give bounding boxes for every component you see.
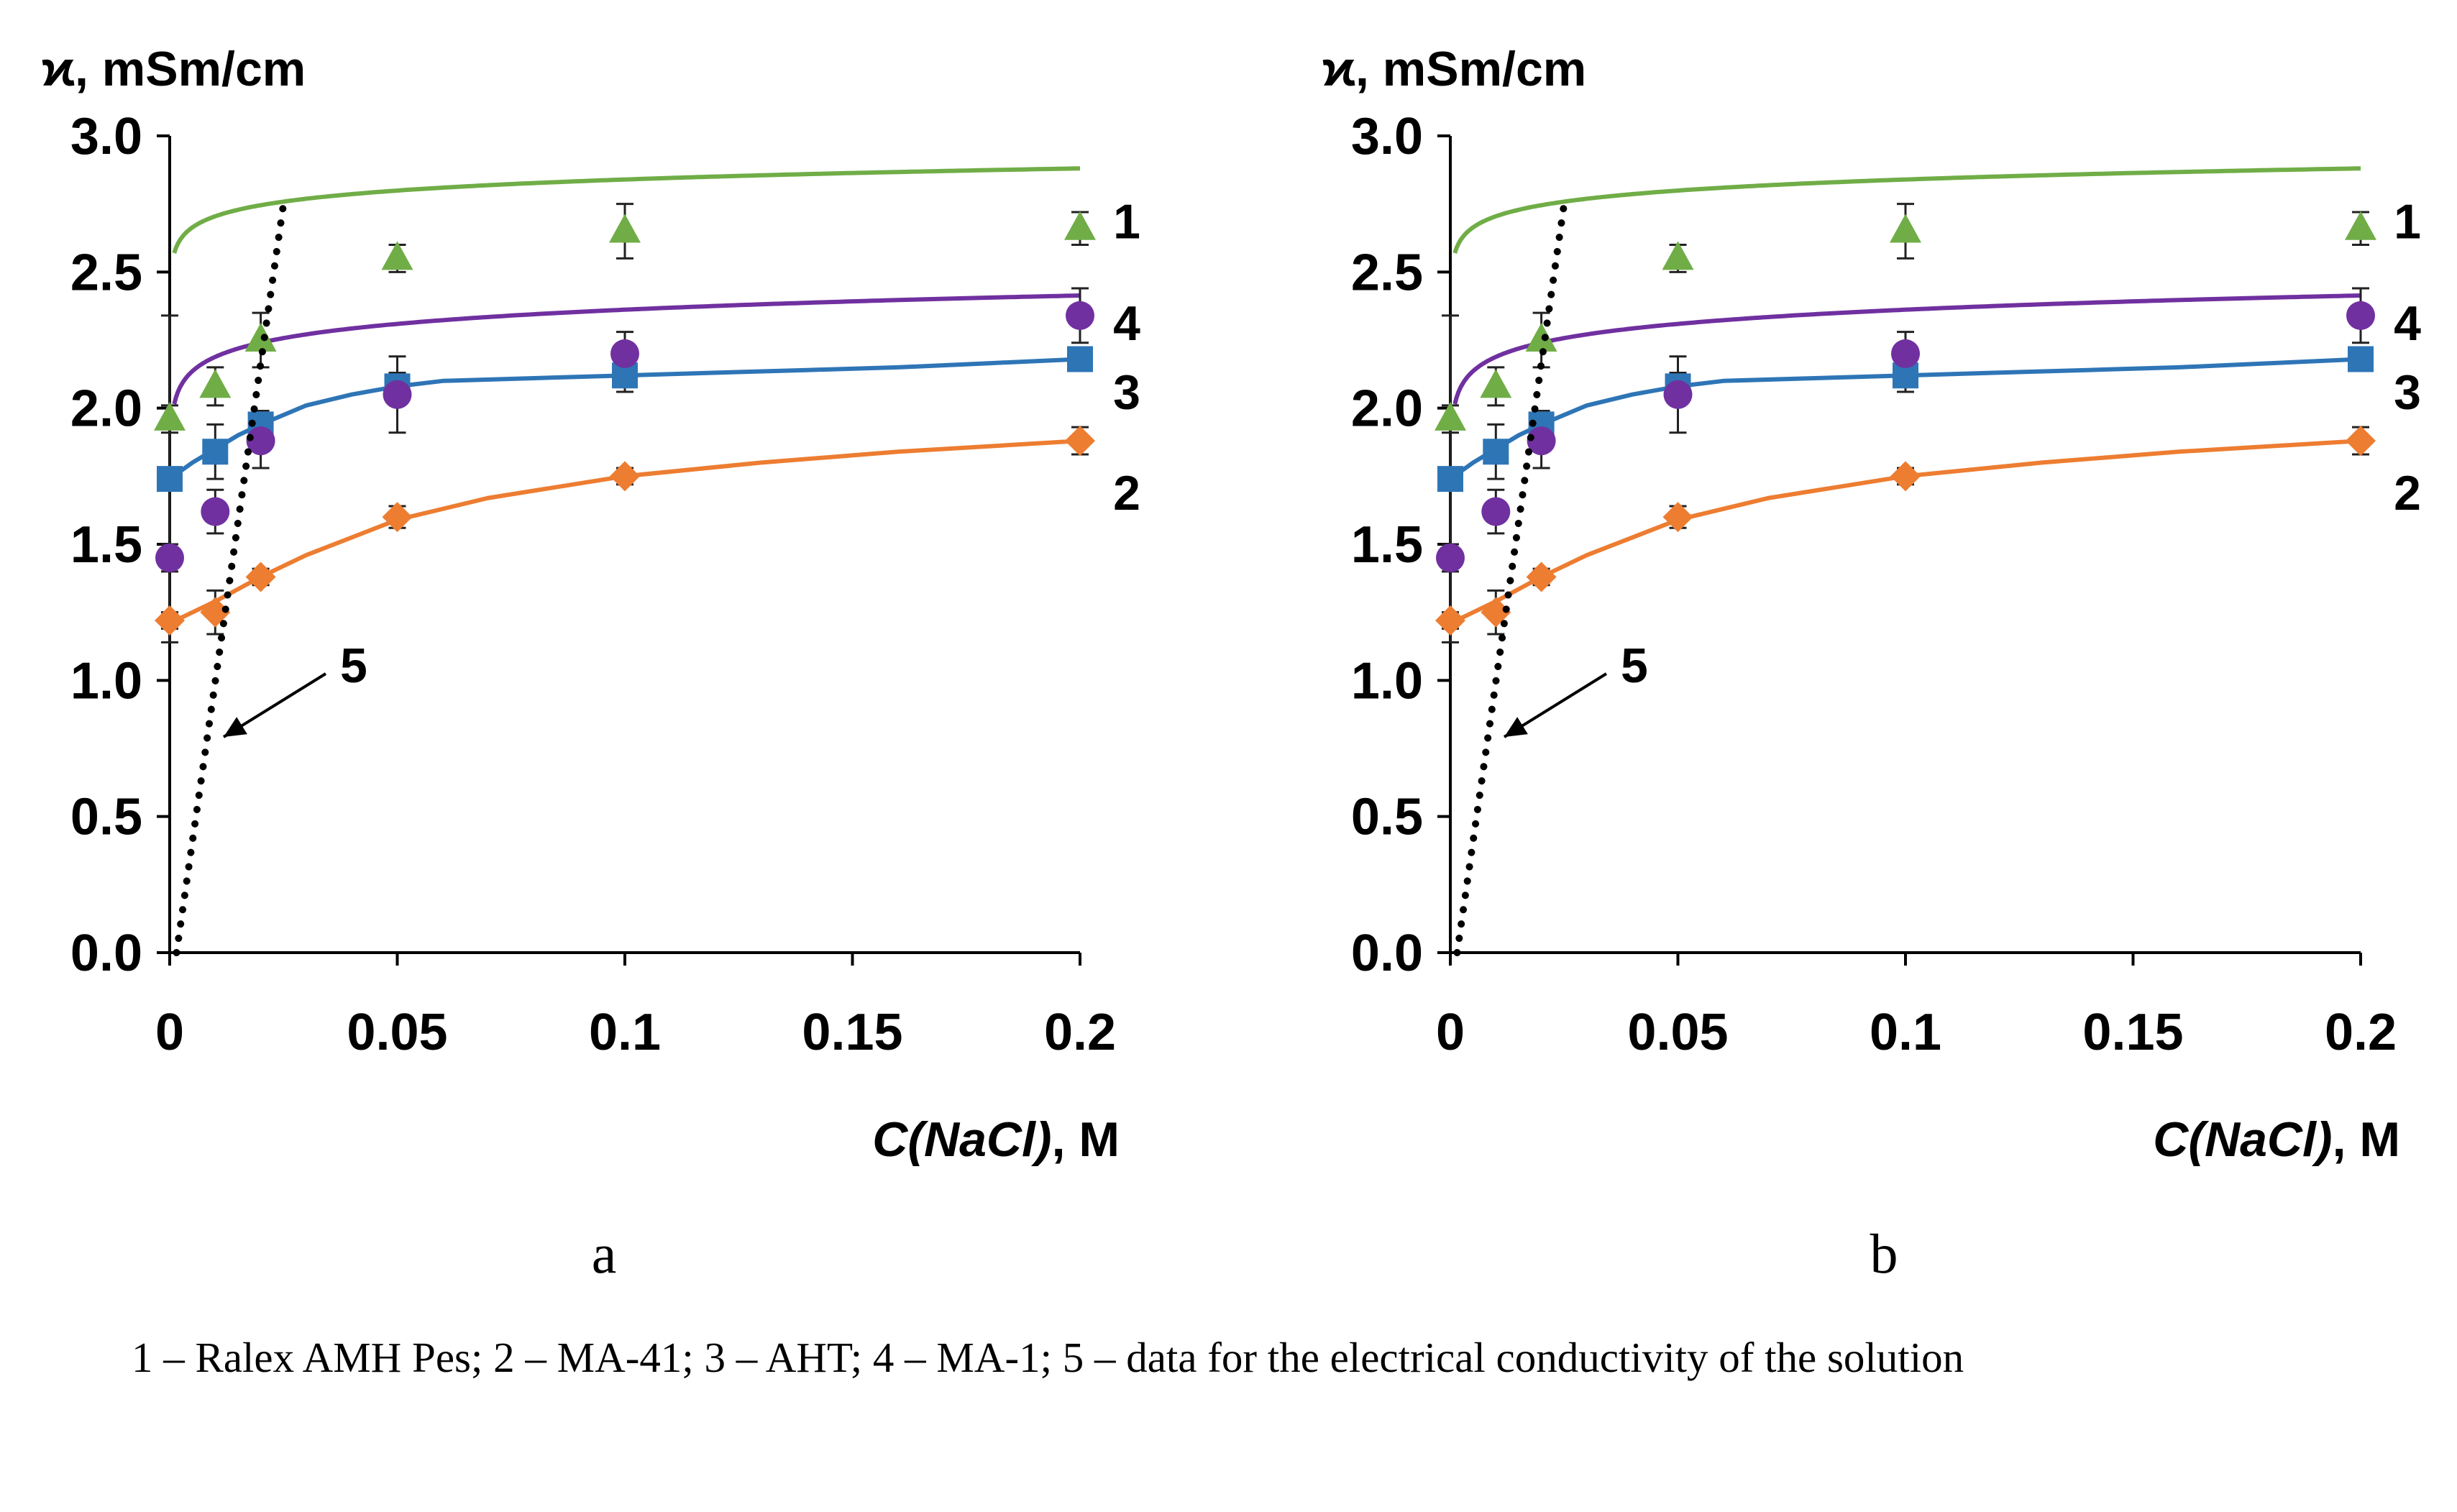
y-tick-label: 1.0 (70, 652, 142, 710)
y-tick-label: 1.5 (70, 516, 142, 574)
data-point-3 (1483, 439, 1509, 465)
y-tick-label: 2.0 (70, 380, 142, 438)
data-point-2 (1065, 426, 1095, 457)
chart-panel-b: 0.0 0.5 1.0 1.5 2.0 2.5 3.0 0 0.05 0.1 0.15 0.2 ϰ, m… (1322, 42, 2421, 1285)
data-point-4 (246, 426, 275, 456)
data-point-3 (1067, 346, 1093, 372)
y-tick-label: 3.0 (70, 108, 142, 165)
data-point-1 (199, 369, 232, 398)
data-point-4 (1527, 426, 1556, 456)
x-axis-title-unit: , M (2333, 1112, 2400, 1167)
y-axis-title: ϰ, mSm/cm (42, 42, 306, 96)
data-point-2 (610, 461, 640, 492)
figure-caption: 1 – Ralex AMH Pes; 2 – MA-41; 3 – AHT; 4… (132, 1334, 1964, 1381)
solution-line-5 (173, 200, 288, 956)
x-tick-label: 0.05 (1627, 1004, 1728, 1061)
y-tick-label: 1.0 (1351, 652, 1423, 710)
x-axis-title-variable: C(NaCl) (2153, 1112, 2332, 1167)
data-point-2 (1435, 605, 1465, 636)
data-point-2 (1890, 461, 1921, 492)
data-point-1 (1435, 401, 1466, 431)
curve-label-4: 4 (1113, 296, 1140, 351)
curve-label-3: 3 (2394, 365, 2421, 420)
data-point-2 (1526, 562, 1557, 592)
arrow-5-head (224, 717, 247, 737)
data-point-1 (1480, 369, 1512, 398)
data-point-1 (2345, 211, 2376, 240)
x-axis-title-unit: , M (1052, 1112, 1120, 1167)
y-tick-label: 2.0 (1351, 380, 1423, 438)
solution-line-5 (1453, 200, 1568, 956)
data-point-2 (2346, 426, 2376, 457)
y-tick-label: 0.0 (70, 925, 142, 982)
data-point-3 (157, 466, 183, 492)
data-point-1 (1662, 241, 1694, 270)
x-tick-label: 0.15 (802, 1004, 902, 1061)
data-point-2 (155, 605, 185, 636)
x-tick-label: 0.15 (2082, 1004, 2183, 1061)
chart-panel-a: 0.0 0.5 1.0 1.5 2.0 2.5 3.0 0 0.05 0.1 0.15 0.2 ϰ, m… (42, 42, 1140, 1285)
data-point-1 (154, 401, 186, 431)
curve-label-1: 1 (1113, 195, 1140, 249)
x-axis-title: C(NaCl), M (872, 1112, 1120, 1167)
x-tick-label: 0 (1436, 1004, 1465, 1061)
curve-label-5: 5 (1621, 638, 1648, 693)
data-point-4 (1481, 497, 1511, 526)
curve-label-5: 5 (340, 638, 367, 693)
data-point-3 (1437, 466, 1463, 492)
trend-curve-1 (1452, 166, 2361, 255)
panel-label: a (592, 1222, 617, 1285)
y-tick-label: 0.5 (70, 789, 142, 846)
trend-curve-1 (172, 166, 1081, 255)
data-point-4 (1066, 301, 1094, 330)
curve-label-3: 3 (1113, 365, 1140, 420)
data-point-1 (381, 241, 413, 270)
x-tick-label: 0.2 (2325, 1004, 2397, 1061)
x-tick-label: 0 (155, 1004, 184, 1061)
data-point-2 (245, 562, 276, 592)
data-point-1 (1890, 214, 1921, 243)
data-point-1 (244, 323, 277, 352)
data-point-4 (610, 339, 639, 368)
data-point-4 (201, 497, 230, 526)
data-point-4 (2346, 301, 2375, 330)
data-point-4 (383, 380, 412, 409)
data-point-1 (609, 214, 641, 243)
y-tick-label: 0.5 (1351, 789, 1423, 846)
panel-label: b (1870, 1222, 1898, 1285)
y-tick-label: 2.5 (1351, 244, 1423, 301)
data-point-2 (1662, 502, 1693, 533)
data-point-2 (200, 597, 231, 628)
x-tick-label: 0.05 (347, 1004, 447, 1061)
x-tick-label: 0.2 (1044, 1004, 1116, 1061)
y-tick-label: 1.5 (1351, 516, 1423, 574)
x-tick-label: 0.1 (589, 1004, 661, 1061)
x-tick-label: 0.1 (1870, 1004, 1941, 1061)
data-point-4 (1663, 380, 1693, 409)
y-tick-label: 0.0 (1351, 925, 1423, 982)
data-point-1 (1064, 211, 1096, 240)
data-point-2 (382, 502, 413, 533)
x-axis-title: C(NaCl), M (2153, 1112, 2400, 1167)
arrow-5-head (1504, 717, 1528, 737)
data-point-3 (202, 439, 229, 465)
data-point-3 (2348, 346, 2374, 372)
curve-label-1: 1 (2394, 195, 2421, 249)
y-axis-title: ϰ, mSm/cm (1322, 42, 1586, 96)
curve-label-2: 2 (2394, 466, 2421, 521)
y-tick-label: 2.5 (70, 244, 142, 301)
y-tick-label: 3.0 (1351, 108, 1423, 165)
trend-curve-4 (172, 293, 1081, 406)
data-point-4 (1891, 339, 1920, 368)
trend-curve-4 (1452, 293, 2361, 406)
data-point-4 (155, 543, 184, 572)
data-point-4 (1436, 543, 1465, 572)
data-point-2 (1481, 597, 1511, 628)
curve-label-4: 4 (2394, 296, 2421, 351)
data-point-1 (1525, 323, 1557, 352)
curve-label-2: 2 (1113, 466, 1140, 521)
x-axis-title-variable: C(NaCl) (872, 1112, 1051, 1167)
